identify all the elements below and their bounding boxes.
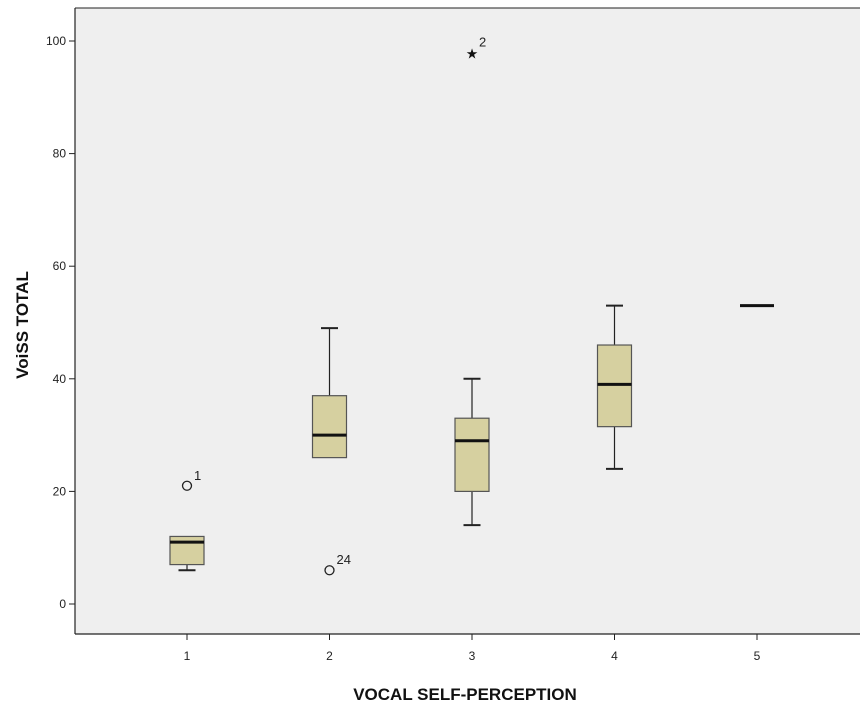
box-series	[169, 304, 774, 572]
outlier-label: 24	[337, 552, 351, 567]
box-4	[596, 304, 633, 470]
plot-area	[75, 8, 860, 634]
outlier-label: 2	[479, 34, 486, 49]
y-tick-label: 80	[53, 147, 67, 161]
x-tick-label: 4	[611, 649, 618, 663]
x-tick-label: 1	[184, 649, 191, 663]
x-tick-label: 5	[754, 649, 761, 663]
y-tick-label: 20	[53, 484, 67, 498]
y-axis-ticks: 0 20 40 60 80 100	[46, 34, 75, 611]
box-iqr	[311, 395, 348, 459]
y-tick-label: 0	[59, 597, 66, 611]
x-axis-title: VOCAL SELF-PERCEPTION	[353, 685, 577, 704]
outlier-series: 1 24 ★2	[181, 34, 486, 576]
x-tick-label: 2	[326, 649, 333, 663]
outlier-star: ★	[466, 46, 479, 62]
box-3	[454, 377, 490, 527]
box-iqr	[454, 417, 490, 492]
y-tick-label: 100	[46, 34, 66, 48]
y-tick-label: 40	[53, 372, 67, 386]
outlier-label: 1	[194, 468, 201, 483]
outlier-circle	[324, 565, 335, 576]
box-1	[169, 535, 205, 572]
x-tick-label: 3	[469, 649, 476, 663]
y-axis-title: VoiSS TOTAL	[13, 271, 32, 379]
x-axis-ticks: 1 2 3 4 5	[184, 634, 761, 663]
y-tick-label: 60	[53, 259, 67, 273]
outlier-circle	[181, 480, 193, 491]
box-2	[311, 327, 348, 459]
